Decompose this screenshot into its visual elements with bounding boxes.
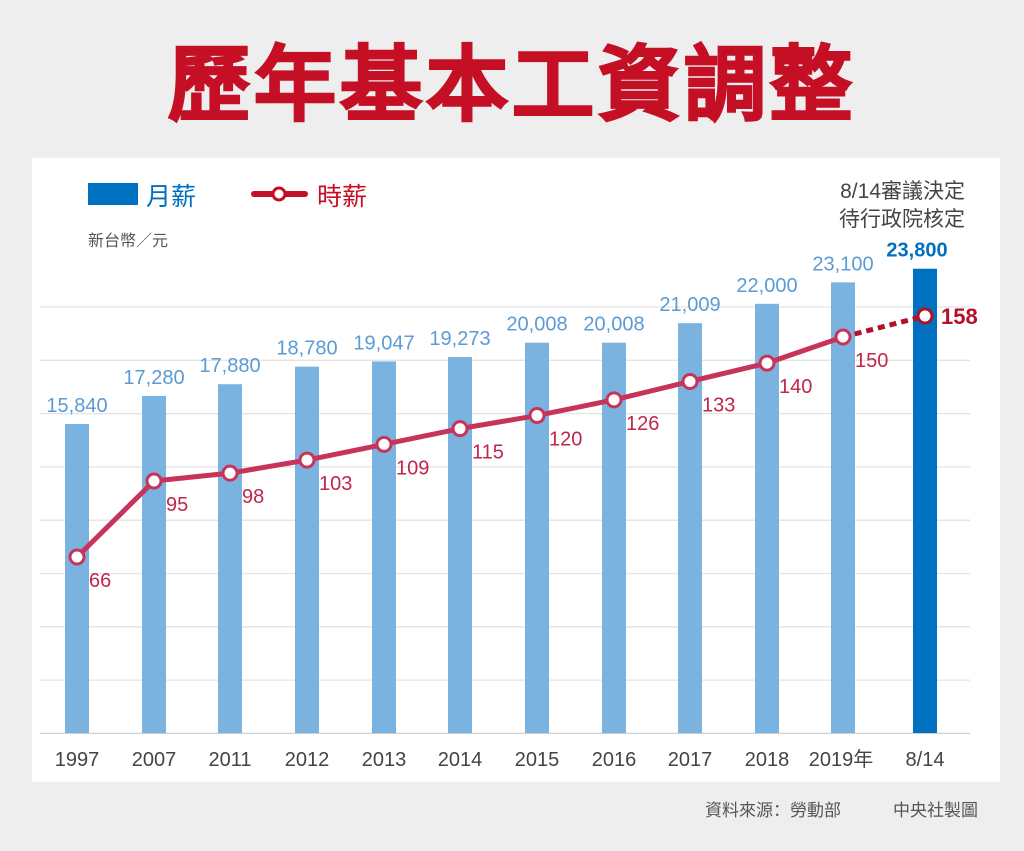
x-tick-label: 2007: [132, 749, 177, 771]
line-value-label: 98: [242, 486, 264, 508]
unit-label: 新台幣／元: [88, 232, 168, 250]
bar-value-label: 17,880: [199, 355, 260, 377]
annotation-line: 8/14審議決定: [840, 180, 965, 203]
line-value-label: 158: [941, 304, 978, 329]
bar-2015: [525, 342, 549, 733]
annotation-line: 待行政院核定: [839, 208, 965, 231]
line-value-label: 133: [702, 394, 735, 416]
line-point: [916, 307, 934, 325]
x-tick-label: 2017: [668, 749, 713, 771]
bar-1997: [65, 424, 89, 733]
bar-8/14: [913, 268, 937, 733]
line-point: [605, 391, 623, 409]
x-tick-label: 2016: [592, 749, 637, 771]
x-tick-label: 2019年: [809, 748, 874, 771]
line-point: [221, 464, 239, 482]
line-point: [451, 420, 469, 438]
bar-value-label: 23,100: [812, 253, 873, 275]
bar-value-label: 21,009: [659, 294, 720, 316]
line-segment: [381, 426, 463, 447]
line-segment: [687, 360, 770, 384]
legend-swatch-monthly: [88, 183, 138, 205]
bar-value-label: 15,840: [46, 395, 107, 417]
bar-2018: [755, 303, 779, 733]
line-value-label: 126: [626, 413, 659, 435]
line-segment: [611, 378, 693, 403]
line-value-label: 103: [319, 473, 352, 495]
line-segment: [304, 441, 387, 463]
x-tick-label: 2014: [438, 749, 483, 771]
bar-value-label: 23,800: [886, 240, 947, 262]
legend-marker-hourly: [271, 186, 287, 202]
x-tick-label: 2012: [285, 749, 330, 771]
line-point: [681, 372, 699, 390]
bar-2017: [678, 323, 702, 733]
line-point: [298, 451, 316, 469]
line-segment: [151, 470, 233, 484]
bar-value-label: 19,047: [353, 332, 414, 354]
x-tick-label: 2018: [745, 749, 790, 771]
line-segment: [764, 334, 846, 366]
line-value-label: 150: [855, 350, 888, 372]
bar-2011: [218, 384, 242, 733]
bar-2013: [372, 361, 396, 733]
chart-title: 歷年基本工資調整: [167, 37, 856, 134]
line-point: [68, 548, 86, 566]
line-point: [528, 407, 546, 425]
line-segment: [227, 457, 310, 476]
x-tick-label: 1997: [55, 749, 100, 771]
x-tick-label: 2013: [362, 749, 407, 771]
line-value-label: 95: [166, 494, 188, 516]
x-tick-label: 2015: [515, 749, 560, 771]
legend-label-monthly: 月薪: [146, 183, 196, 211]
bar-value-label: 20,008: [583, 314, 644, 336]
bar-value-label: 19,273: [429, 328, 490, 350]
x-tick-label: 8/14: [906, 749, 945, 771]
chart: 15,840 1997 17,280 2007 17,880 2011 18,780 2012…: [40, 180, 978, 771]
graphic-credit: 中央社製圖: [893, 801, 978, 821]
bar-value-label: 18,780: [276, 338, 337, 360]
bar-2019年: [831, 282, 855, 733]
bar-value-label: 22,000: [736, 275, 797, 297]
chart-panel: 15,840 1997 17,280 2007 17,880 2011 18,780 2012…: [32, 158, 1000, 782]
bar-2014: [448, 357, 472, 733]
line-value-label: 115: [472, 442, 504, 464]
bar-2007: [142, 395, 166, 733]
line-point: [375, 435, 393, 453]
bar-value-label: 17,280: [123, 367, 184, 389]
line-segment: [534, 397, 617, 419]
line-point: [145, 472, 163, 490]
line-value-label: 140: [779, 376, 812, 398]
data-source: 資料來源：勞動部: [705, 801, 841, 821]
line-value-label: 66: [89, 570, 111, 592]
line-segment: [842, 313, 926, 340]
line-value-label: 109: [396, 457, 429, 479]
bar-2012: [295, 366, 319, 733]
line-point: [758, 354, 776, 372]
line-value-label: 120: [549, 429, 582, 451]
line-segment: [74, 478, 157, 560]
line-segment: [457, 413, 540, 432]
line-point: [834, 328, 852, 346]
legend-label-hourly: 時薪: [317, 183, 367, 211]
x-tick-label: 2011: [208, 749, 251, 771]
bar-value-label: 20,008: [506, 314, 567, 336]
